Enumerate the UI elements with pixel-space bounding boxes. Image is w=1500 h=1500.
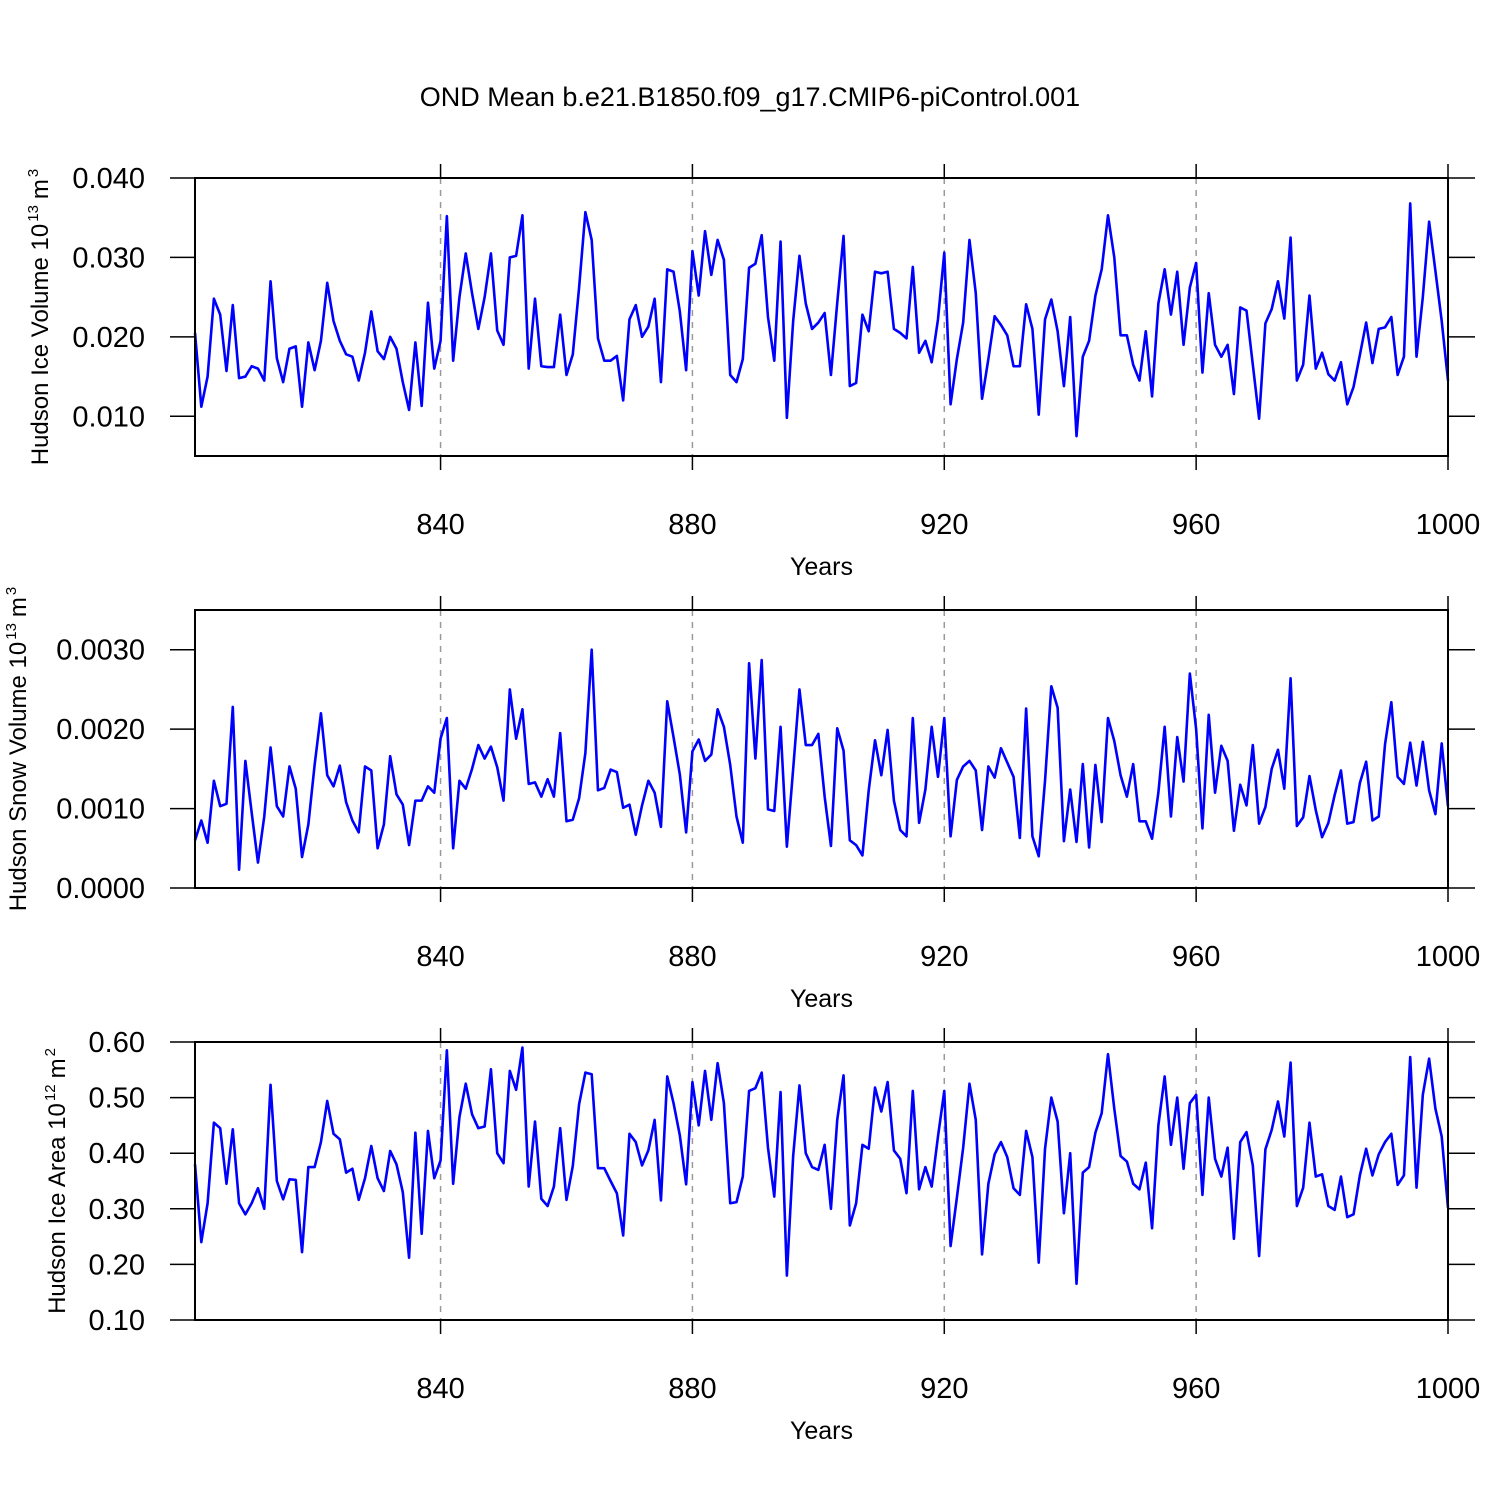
y-tick-label: 0.0030 xyxy=(56,635,145,667)
plot-frame xyxy=(194,177,1449,457)
y-tick-label: 0.0000 xyxy=(56,873,145,905)
x-tick-label: 1000 xyxy=(1416,509,1481,541)
y-tick-label: 0.040 xyxy=(72,163,145,195)
x-tick-label: 840 xyxy=(416,1373,464,1405)
x-tick-label: 960 xyxy=(1172,941,1220,973)
chart-title: OND Mean b.e21.B1850.f09_g17.CMIP6-piCon… xyxy=(420,82,1080,112)
x-tick-label: 880 xyxy=(668,1373,716,1405)
y-axis-title: Hudson Ice Area 10 12 m 2 xyxy=(42,1048,71,1314)
x-tick-label: 1000 xyxy=(1416,941,1481,973)
y-axis-title-superscript: 12 xyxy=(42,1084,59,1101)
x-axis-title: Years xyxy=(790,553,853,581)
y-tick-label: 0.0020 xyxy=(56,714,145,746)
y-axis-title: Hudson Snow Volume 10 13 m 3 xyxy=(3,587,32,912)
y-tick-label: 0.010 xyxy=(72,401,145,433)
x-axis-title: Years xyxy=(790,1417,853,1445)
y-tick-label: 0.50 xyxy=(89,1083,145,1115)
data-line xyxy=(193,648,1450,872)
x-tick-label: 960 xyxy=(1172,509,1220,541)
y-tick-label: 0.0010 xyxy=(56,794,145,826)
x-tick-label: 840 xyxy=(416,509,464,541)
y-tick-label: 0.60 xyxy=(89,1027,145,1059)
plot-frame xyxy=(194,609,1449,889)
x-tick-label: 1000 xyxy=(1416,1373,1481,1405)
y-axis-title-superscript: 3 xyxy=(3,587,20,595)
y-axis-title-part: Hudson Ice Area 10 xyxy=(44,1103,71,1314)
x-tick-label: 920 xyxy=(920,509,968,541)
data-line xyxy=(193,202,1450,438)
y-axis-title-superscript: 13 xyxy=(3,623,20,640)
y-tick-label: 0.030 xyxy=(72,242,145,274)
y-tick-label: 0.10 xyxy=(89,1305,145,1337)
y-axis-title-part: Hudson Ice Volume 10 xyxy=(27,224,54,466)
y-tick-label: 0.20 xyxy=(89,1249,145,1281)
y-axis-title-part: m xyxy=(44,1058,71,1078)
y-axis-title: Hudson Ice Volume 10 13 m 3 xyxy=(25,169,54,466)
y-tick-label: 0.30 xyxy=(89,1194,145,1226)
y-axis-title-part: m xyxy=(27,179,54,199)
x-tick-label: 960 xyxy=(1172,1373,1220,1405)
y-tick-label: 0.40 xyxy=(89,1138,145,1170)
x-tick-label: 880 xyxy=(668,941,716,973)
x-tick-label: 920 xyxy=(920,1373,968,1405)
y-axis-title-superscript: 3 xyxy=(25,169,42,177)
y-axis-title-part: Hudson Snow Volume 10 xyxy=(5,642,32,912)
y-axis-title-superscript: 13 xyxy=(25,205,42,222)
plot-frame xyxy=(194,1041,1449,1321)
y-axis-title-superscript: 2 xyxy=(42,1048,59,1056)
y-axis-title-part: m xyxy=(5,597,32,617)
y-tick-label: 0.020 xyxy=(72,322,145,354)
x-tick-label: 840 xyxy=(416,941,464,973)
x-axis-title: Years xyxy=(790,985,853,1013)
x-tick-label: 880 xyxy=(668,509,716,541)
x-tick-label: 920 xyxy=(920,941,968,973)
data-line xyxy=(193,1046,1450,1286)
